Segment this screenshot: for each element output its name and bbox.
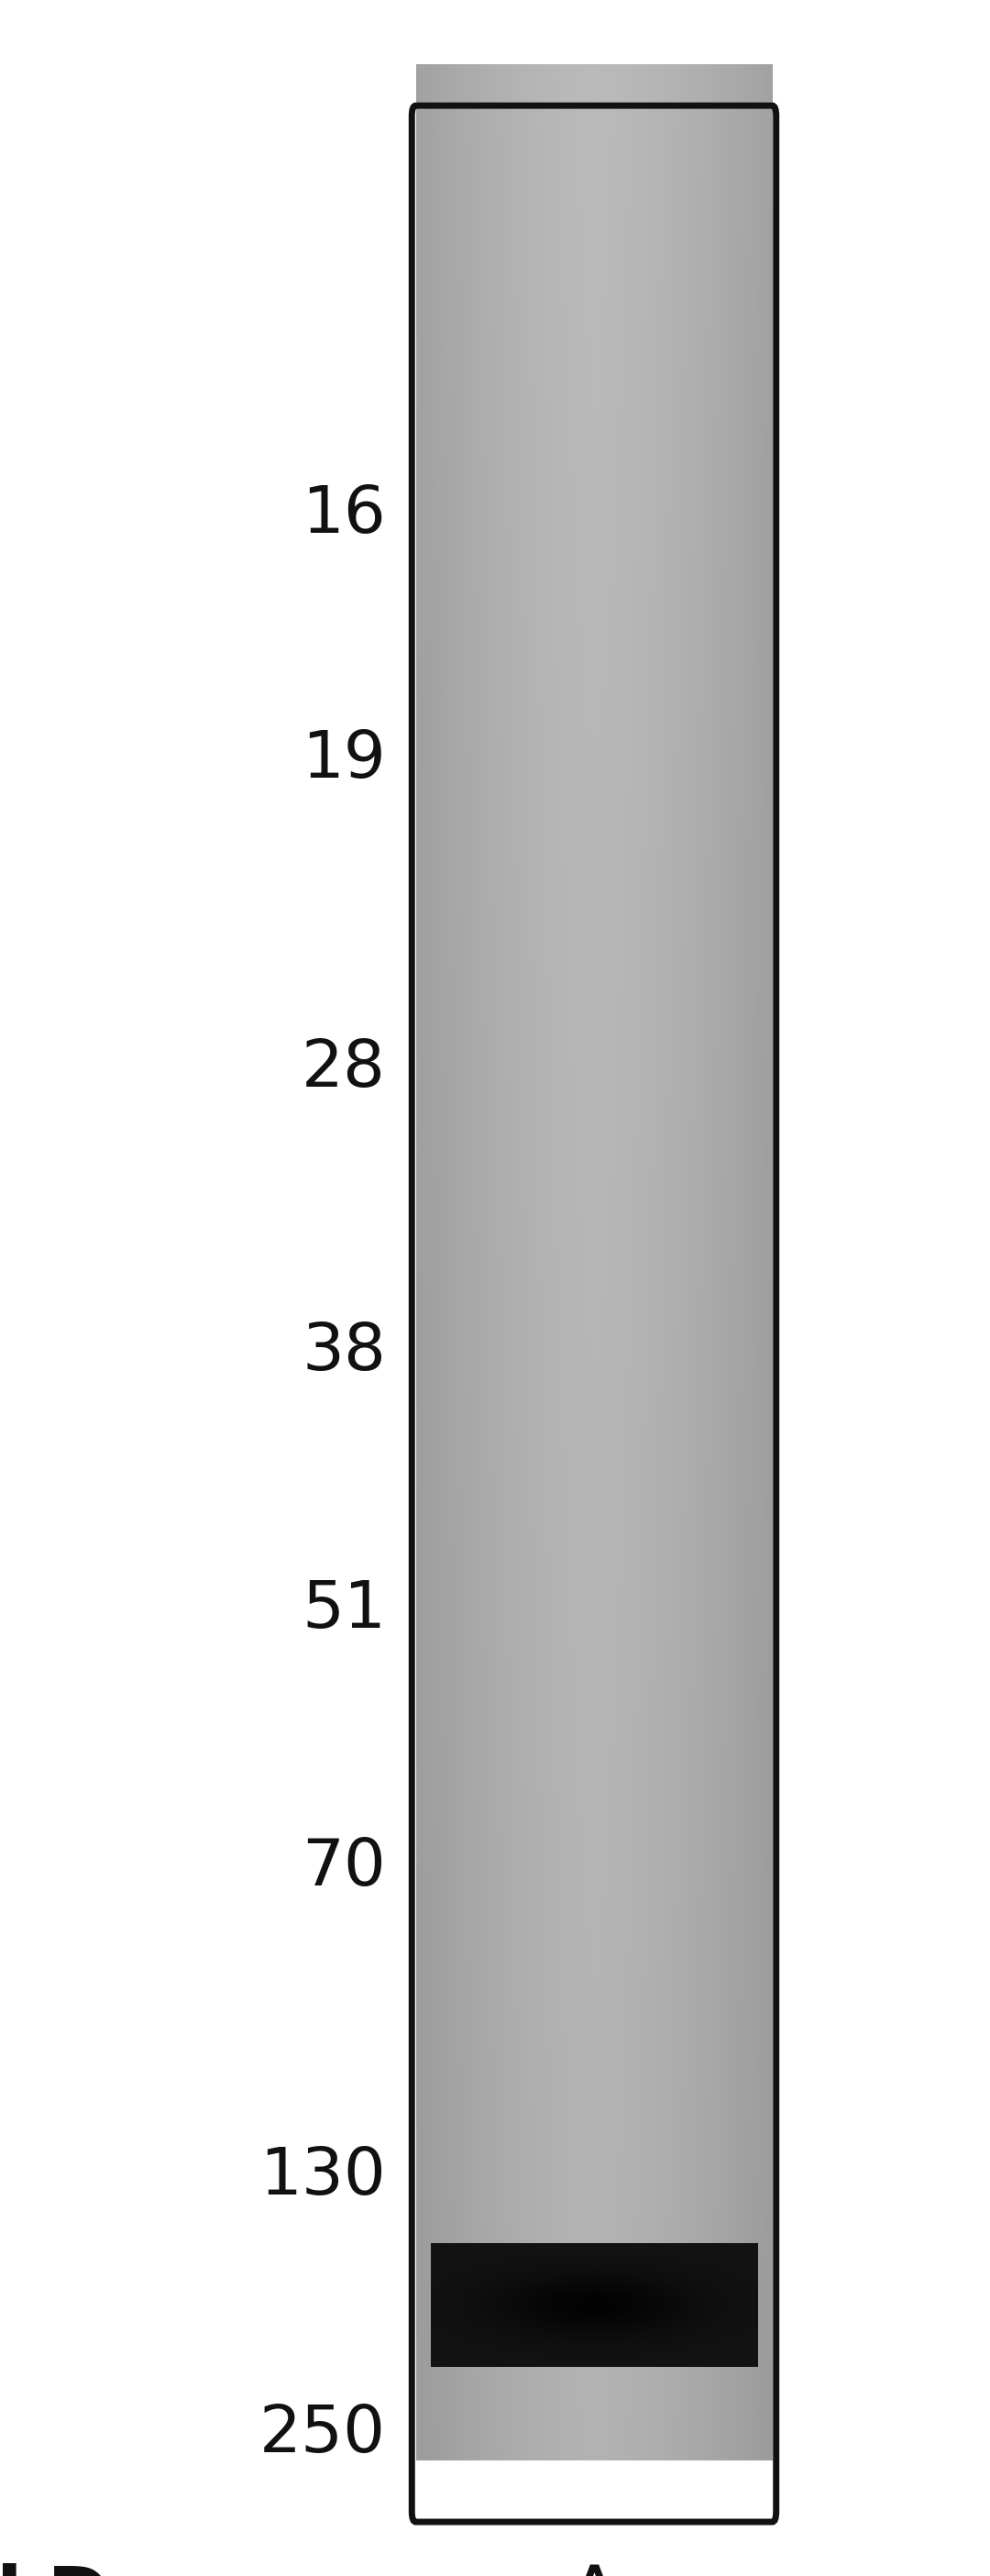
Text: 16: 16: [302, 484, 386, 546]
Text: A: A: [568, 2563, 620, 2576]
Text: 130: 130: [259, 2146, 386, 2208]
Text: 70: 70: [302, 1837, 386, 1899]
Text: 28: 28: [302, 1038, 386, 1100]
Text: 38: 38: [302, 1321, 386, 1383]
Text: 250: 250: [259, 2403, 386, 2465]
Text: 19: 19: [302, 729, 386, 791]
Text: 51: 51: [302, 1579, 386, 1641]
Text: kDa: kDa: [0, 2563, 162, 2576]
